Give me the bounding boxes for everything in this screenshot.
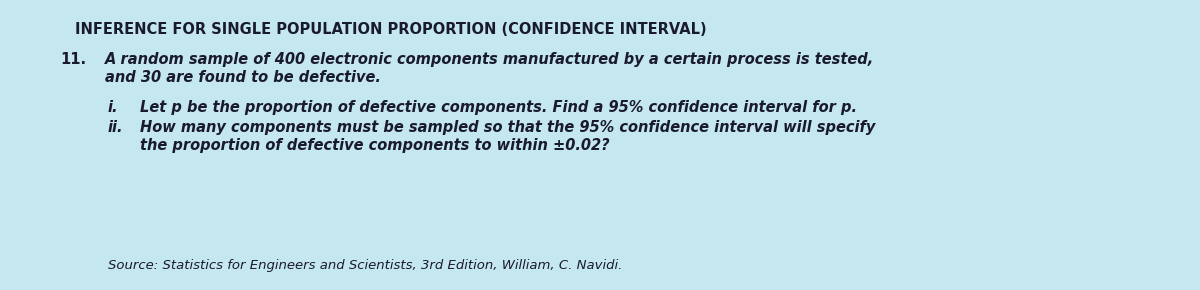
Text: ii.: ii. [108,120,124,135]
Text: Source: Statistics for Engineers and Scientists, 3rd Edition, William, C. Navidi: Source: Statistics for Engineers and Sci… [108,259,623,272]
Text: A random sample of 400 electronic components manufactured by a certain process i: A random sample of 400 electronic compon… [106,52,875,67]
Text: How many components must be sampled so that the 95% confidence interval will spe: How many components must be sampled so t… [140,120,875,135]
Text: 11.: 11. [60,52,86,67]
Text: INFERENCE FOR SINGLE POPULATION PROPORTION (CONFIDENCE INTERVAL): INFERENCE FOR SINGLE POPULATION PROPORTI… [74,22,707,37]
Text: and 30 are found to be defective.: and 30 are found to be defective. [106,70,380,85]
Text: Let p be the proportion of defective components. Find a 95% confidence interval : Let p be the proportion of defective com… [140,100,857,115]
Text: the proportion of defective components to within ±0.02?: the proportion of defective components t… [140,138,610,153]
Text: i.: i. [108,100,119,115]
